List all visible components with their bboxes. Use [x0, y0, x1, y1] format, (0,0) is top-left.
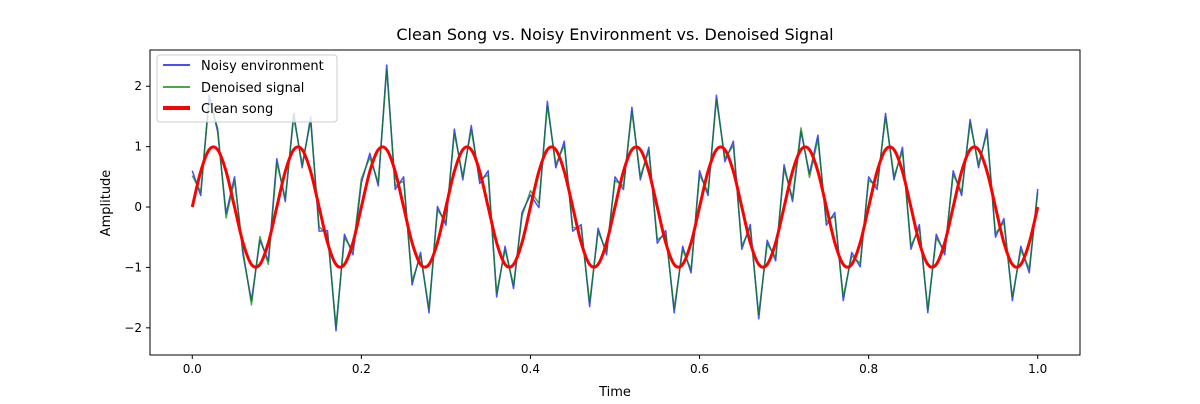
ticks: 0.0 0.2 0.4 0.6 0.8 1.0 −2 −1 0 1 2	[124, 79, 1047, 376]
legend: Noisy environment Denoised signal Clean …	[156, 54, 338, 123]
x-tick-label: 0.6	[690, 362, 709, 376]
legend-label-denoised: Denoised signal	[201, 81, 304, 96]
y-tick-label: 0	[134, 200, 142, 214]
y-tick-label: 2	[134, 79, 142, 93]
series-line-clean-song	[190, 145, 1040, 269]
legend-box	[156, 54, 338, 123]
x-tick-label: 1.0	[1028, 362, 1047, 376]
axes-frame	[149, 49, 1081, 356]
chart-title: Clean Song vs. Noisy Environment vs. Den…	[396, 25, 833, 44]
y-tick-label: −2	[124, 321, 142, 335]
y-tick-label: 1	[134, 140, 142, 154]
x-tick-label: 0.8	[859, 362, 878, 376]
legend-label-noisy: Noisy environment	[201, 59, 324, 74]
x-tick-label: 0.0	[183, 362, 202, 376]
x-tick-label: 0.4	[521, 362, 540, 376]
x-axis-label: Time	[598, 385, 631, 400]
plot-area	[190, 64, 1040, 332]
y-axis-label: Amplitude	[99, 170, 114, 237]
x-tick-label: 0.2	[352, 362, 371, 376]
series-line-denoised-signal	[191, 68, 1039, 328]
y-tick-label: −1	[124, 260, 142, 274]
legend-label-clean: Clean song	[201, 102, 273, 117]
